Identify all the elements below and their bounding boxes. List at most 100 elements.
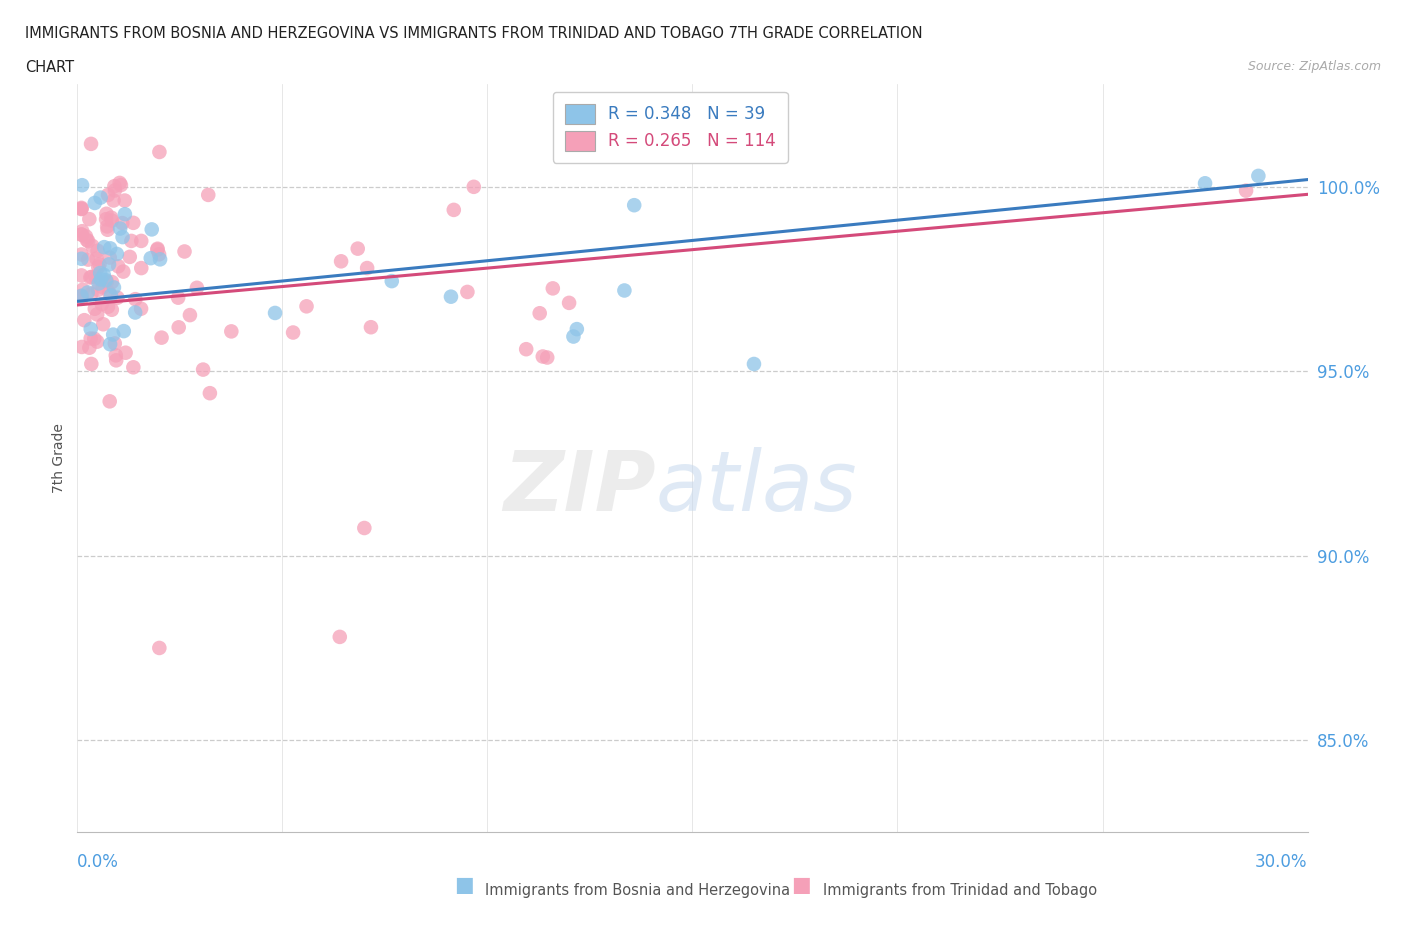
Point: [191, 362, 214, 377]
Text: ZIP: ZIP: [503, 447, 655, 528]
Point: [89, 266, 111, 281]
Text: ■: ■: [792, 875, 811, 895]
Point: [79, 340, 101, 355]
Point: [103, 193, 125, 208]
Text: Source: ZipAtlas.com: Source: ZipAtlas.com: [1247, 60, 1381, 73]
Point: [76, 286, 98, 300]
Point: [86, 334, 108, 349]
Point: [80, 356, 103, 371]
Y-axis label: 7th Grade: 7th Grade: [52, 423, 66, 493]
Point: [80, 331, 103, 346]
Point: [529, 306, 551, 321]
Point: [72, 283, 94, 298]
Point: [79, 270, 101, 285]
Point: [360, 320, 382, 335]
Point: [101, 213, 124, 228]
Point: [536, 350, 558, 365]
Point: [96, 206, 118, 221]
Point: [118, 249, 141, 264]
Point: [108, 221, 131, 236]
Point: [146, 243, 169, 258]
Point: [98, 394, 121, 409]
Point: [149, 252, 172, 267]
Point: [112, 264, 135, 279]
Text: 0.0%: 0.0%: [77, 853, 120, 870]
Point: [110, 178, 132, 193]
Point: [80, 286, 103, 301]
Point: [108, 176, 131, 191]
Text: Immigrants from Bosnia and Herzegovina: Immigrants from Bosnia and Herzegovina: [485, 884, 790, 898]
Point: [96, 219, 118, 233]
Point: [742, 356, 765, 371]
Point: [70, 288, 93, 303]
Point: [70, 268, 93, 283]
Point: [129, 233, 152, 248]
Point: [101, 274, 124, 289]
Point: [114, 193, 136, 208]
Point: [463, 179, 485, 194]
Point: [122, 360, 145, 375]
Point: [103, 280, 125, 295]
Point: [70, 201, 93, 216]
Point: [98, 337, 121, 352]
Point: [98, 241, 121, 256]
Point: [346, 241, 368, 256]
Point: [264, 306, 287, 321]
Point: [613, 283, 636, 298]
Point: [77, 233, 100, 248]
Point: [167, 290, 190, 305]
Point: [330, 254, 353, 269]
Text: Immigrants from Trinidad and Tobago: Immigrants from Trinidad and Tobago: [823, 884, 1097, 898]
Point: [91, 280, 114, 295]
Point: [84, 269, 107, 284]
Point: [80, 137, 103, 152]
Point: [70, 227, 93, 242]
Point: [90, 190, 112, 205]
Point: [129, 260, 152, 275]
Point: [443, 203, 465, 218]
Point: [70, 339, 93, 354]
Point: [86, 251, 108, 266]
Point: [70, 178, 93, 193]
Point: [101, 302, 124, 317]
Point: [87, 283, 110, 298]
Point: [83, 331, 105, 346]
Point: [104, 348, 127, 363]
Point: [103, 179, 125, 193]
Point: [105, 246, 128, 261]
Legend: R = 0.348   N = 39, R = 0.265   N = 114: R = 0.348 N = 39, R = 0.265 N = 114: [553, 92, 787, 163]
Point: [97, 188, 120, 203]
Text: ■: ■: [454, 875, 474, 895]
Point: [104, 336, 127, 351]
Point: [112, 324, 135, 339]
Point: [90, 297, 112, 312]
Point: [98, 286, 121, 300]
Point: [72, 224, 94, 239]
Point: [111, 216, 134, 231]
Point: [80, 270, 103, 285]
Point: [221, 324, 243, 339]
Point: [541, 281, 564, 296]
Point: [104, 183, 127, 198]
Point: [295, 299, 318, 313]
Point: [83, 301, 105, 316]
Point: [70, 200, 93, 215]
Point: [150, 330, 173, 345]
Point: [197, 188, 219, 203]
Point: [90, 272, 112, 287]
Point: [515, 341, 537, 356]
Point: [98, 250, 121, 265]
Point: [93, 267, 115, 282]
Point: [120, 233, 142, 248]
Point: [124, 292, 146, 307]
Point: [98, 257, 121, 272]
Point: [531, 349, 554, 364]
Point: [70, 247, 93, 262]
Point: [97, 222, 120, 237]
Point: [565, 322, 588, 337]
Point: [86, 244, 108, 259]
Point: [353, 521, 375, 536]
Point: [70, 288, 93, 303]
Point: [623, 198, 645, 213]
Point: [70, 227, 93, 242]
